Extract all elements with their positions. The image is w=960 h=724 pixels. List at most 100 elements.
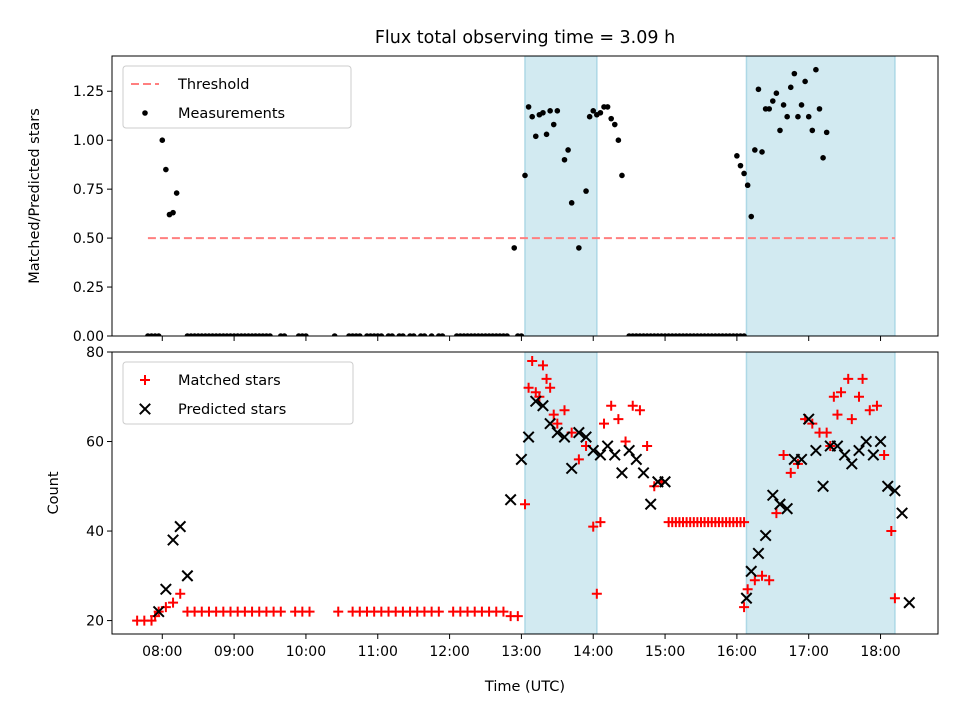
legend-measurement-swatch — [142, 110, 148, 116]
measurement-point — [809, 127, 816, 134]
matched-star-point — [606, 400, 617, 411]
y-tick-label: 0.75 — [73, 182, 104, 198]
measurement-point — [303, 333, 309, 336]
y-tick-label: 40 — [86, 524, 104, 540]
predicted-star-point — [637, 466, 650, 479]
measurement-point — [773, 90, 780, 97]
measurement-point — [802, 78, 808, 85]
measurement-point — [565, 147, 571, 153]
matched-star-point — [275, 606, 286, 617]
measurement-point — [597, 109, 604, 116]
legend-label: Predicted stars — [178, 402, 286, 418]
top-panel: 0.00 0.25 0.50 0.75 1.00 1.25 Threshold Measure… — [73, 55, 939, 345]
x-tick-label: 11:00 — [358, 644, 398, 660]
predicted-star-point — [159, 583, 172, 596]
y-tick-label: 60 — [86, 435, 104, 451]
legend-matched-swatch — [140, 375, 150, 385]
measurement-point — [267, 333, 273, 336]
predicted-star-point — [167, 534, 179, 546]
measurement-point — [511, 245, 518, 251]
matched-star-point — [749, 575, 760, 586]
measurement-point — [173, 190, 180, 196]
predicted-star-point — [594, 449, 607, 461]
measurement-point — [737, 162, 744, 169]
x-tick-label: 18:00 — [860, 644, 900, 660]
y-tick-label: 0.00 — [73, 329, 104, 345]
measurement-point — [504, 333, 510, 336]
matched-star-point — [599, 418, 610, 429]
matched-star-point — [832, 409, 843, 420]
matched-star-point — [771, 508, 782, 519]
measurement-point — [741, 170, 747, 177]
predicted-star-point — [802, 413, 815, 426]
matched-star-point — [498, 606, 509, 617]
matched-star-point — [175, 588, 186, 599]
matched-star-point — [613, 414, 624, 425]
measurement-point — [532, 133, 539, 140]
x-tick-label: 17:00 — [789, 644, 829, 660]
matched-star-point — [552, 418, 563, 429]
matched-star-point — [537, 360, 548, 371]
matched-star-point — [591, 588, 602, 599]
x-tick-label: 08:00 — [142, 644, 182, 660]
measurement-point — [378, 333, 385, 336]
matched-star-point — [595, 517, 606, 528]
measurement-point — [777, 127, 783, 134]
measurement-point — [759, 149, 765, 155]
measurement-point — [798, 102, 805, 108]
measurement-point — [554, 108, 561, 114]
measurement-point — [615, 137, 622, 143]
measurement-point — [823, 129, 830, 136]
predicted-star-point — [601, 440, 614, 452]
measurement-point — [155, 333, 162, 336]
predicted-star-point — [896, 507, 908, 520]
measurement-point — [518, 333, 525, 336]
predicted-star-point — [853, 444, 865, 457]
predicted-star-point — [659, 475, 671, 488]
axes-frame — [111, 351, 939, 635]
measurement-point — [525, 104, 532, 110]
measurement-point — [611, 121, 618, 128]
matched-star-point — [739, 602, 750, 613]
predicted-star-point — [616, 466, 628, 479]
matched-star-point — [857, 373, 868, 384]
x-tick-label: 09:00 — [214, 644, 254, 660]
predicted-star-point — [630, 453, 643, 466]
measurement-point — [583, 188, 589, 194]
y-tick-label: 0.25 — [73, 280, 104, 296]
predicted-star-point — [817, 480, 829, 493]
y-tick-label: 20 — [86, 614, 104, 630]
predicted-star-point — [759, 529, 772, 542]
measurement-point — [780, 102, 787, 108]
measurement-point — [281, 333, 288, 336]
observing-span-1 — [745, 56, 896, 336]
predicted-star-point — [766, 489, 779, 502]
matched-star-point — [627, 400, 638, 411]
predicted-star-point — [809, 444, 822, 457]
predicted-star-point — [881, 480, 894, 493]
matched-star-point — [333, 606, 344, 617]
y-tick-label: 1.00 — [73, 133, 104, 149]
measurement-point — [608, 115, 614, 122]
data-layer — [145, 56, 896, 336]
measurement-point — [421, 333, 428, 336]
legend-box — [122, 65, 352, 129]
measurement-point — [561, 156, 568, 163]
matched-star-point — [871, 400, 882, 411]
measurement-point — [331, 333, 338, 336]
matched-star-point — [541, 373, 552, 384]
matched-star-point — [620, 436, 631, 447]
matched-star-point — [757, 570, 768, 581]
matched-star-point — [520, 499, 530, 510]
predicted-star-point — [608, 449, 621, 461]
predicted-star-point — [795, 453, 808, 466]
legend-label: Measurements — [178, 106, 285, 122]
measurement-point — [170, 209, 176, 216]
predicted-star-point — [745, 565, 758, 578]
matched-star-point — [573, 454, 584, 465]
measurement-point — [816, 106, 823, 112]
matched-star-point — [886, 526, 897, 537]
y-tick-label: 1.25 — [73, 84, 104, 100]
matched-star-point — [739, 517, 750, 528]
matched-star-point — [846, 414, 857, 425]
